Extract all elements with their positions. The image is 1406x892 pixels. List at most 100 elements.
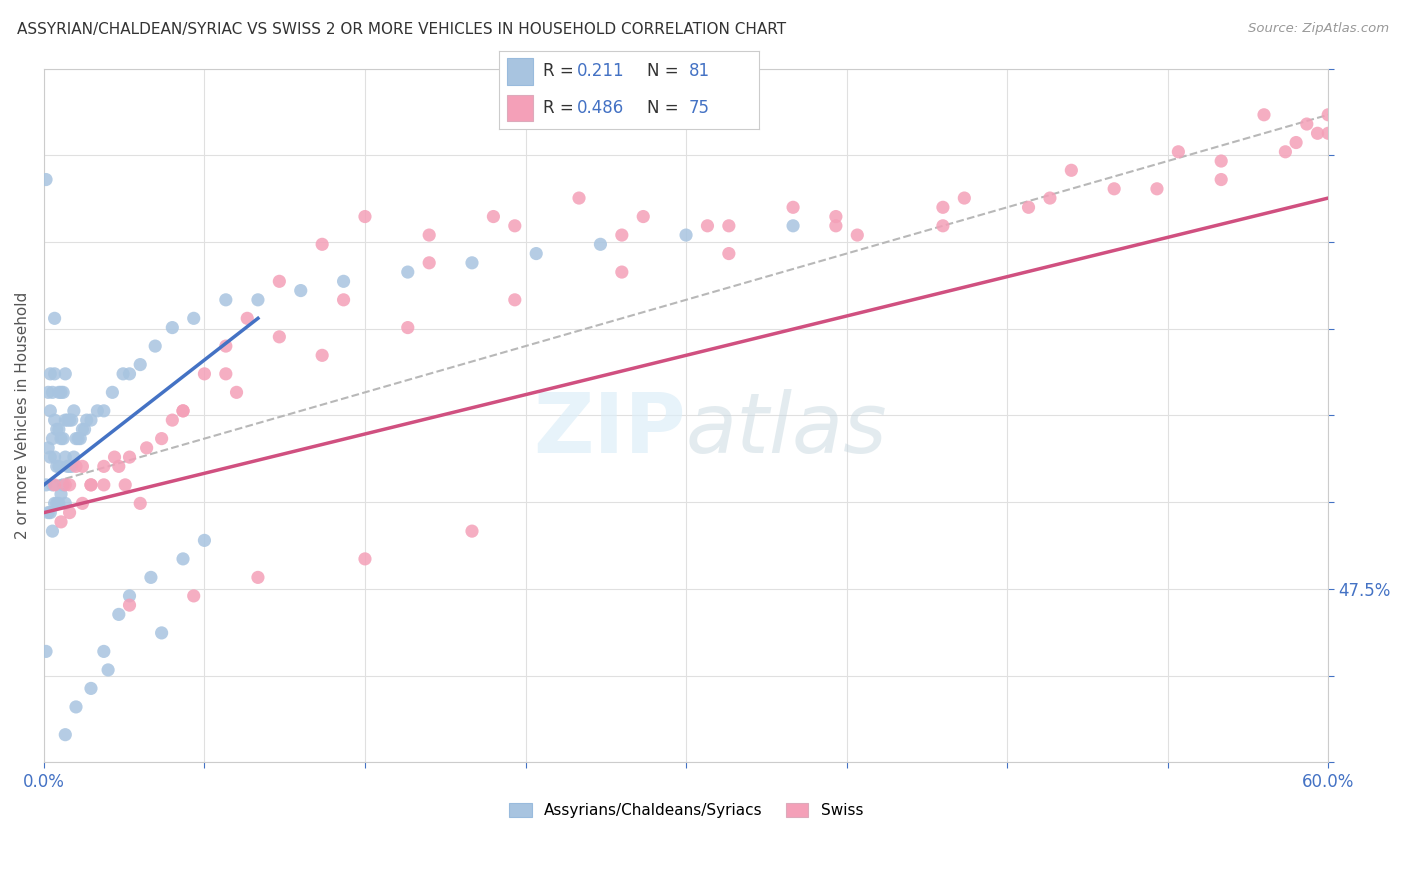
Point [72,496,94,510]
Point [44,413,66,427]
Point [610,228,633,243]
Point [118,450,141,464]
Point [53,728,76,742]
Point [246,570,269,584]
Point [150,432,173,446]
Point [53,367,76,381]
Point [143,339,166,353]
Point [45,496,67,510]
Point [215,293,238,307]
Point [932,219,955,233]
Point [215,339,238,353]
Text: 0.211: 0.211 [578,62,624,80]
Point [35,644,58,658]
Point [503,219,526,233]
Point [846,228,869,243]
Point [39,506,62,520]
Point [37,441,59,455]
Text: 75: 75 [689,99,710,117]
Text: 81: 81 [689,62,710,80]
Point [332,274,354,288]
Point [93,478,115,492]
Point [101,385,124,400]
Point [589,237,612,252]
Point [56,413,79,427]
Point [52,432,75,446]
Point [503,293,526,307]
Point [524,246,547,260]
Point [172,404,194,418]
Point [41,478,63,492]
Text: R =: R = [543,99,579,117]
Point [48,496,70,510]
Point [269,330,291,344]
Point [93,404,115,418]
Point [35,172,58,186]
Point [418,256,440,270]
Point [58,506,80,520]
Point [183,311,205,326]
Point [39,450,62,464]
Point [37,385,59,400]
Point [396,265,419,279]
Point [45,459,67,474]
Point [1253,108,1275,122]
Point [696,219,718,233]
Point [162,320,184,334]
Point [49,385,72,400]
Point [80,478,103,492]
Point [86,404,108,418]
Point [1317,108,1340,122]
Text: atlas: atlas [686,389,887,470]
Point [482,210,505,224]
Point [1167,145,1189,159]
Point [269,274,291,288]
Point [44,311,66,326]
Point [76,413,98,427]
Point [48,422,70,436]
Point [60,413,83,427]
Point [73,422,96,436]
Point [236,311,259,326]
Point [139,570,162,584]
Point [717,219,740,233]
Point [48,385,70,400]
Point [1306,126,1329,140]
Point [396,320,419,334]
Point [44,450,66,464]
Point [41,385,63,400]
Point [1295,117,1317,131]
Point [290,284,312,298]
Point [56,459,79,474]
Point [354,552,377,566]
Point [53,478,76,492]
Point [37,506,59,520]
Point [44,478,66,492]
Point [1102,182,1125,196]
Point [67,432,90,446]
Point [48,459,70,474]
Text: ASSYRIAN/CHALDEAN/SYRIAC VS SWISS 2 OR MORE VEHICLES IN HOUSEHOLD CORRELATION CH: ASSYRIAN/CHALDEAN/SYRIAC VS SWISS 2 OR M… [17,22,786,37]
Point [97,663,120,677]
Point [215,367,238,381]
Point [65,700,87,714]
Point [717,246,740,260]
Point [782,200,804,214]
Point [932,200,955,214]
Point [1285,136,1308,150]
Point [461,524,484,538]
Point [63,450,86,464]
Point [39,404,62,418]
Point [782,219,804,233]
Point [1018,200,1040,214]
Point [72,459,94,474]
Point [108,607,131,622]
Point [35,478,58,492]
Point [44,496,66,510]
Point [150,626,173,640]
Point [39,367,62,381]
Point [93,644,115,658]
Point [49,515,72,529]
Text: N =: N = [647,62,685,80]
Point [63,404,86,418]
